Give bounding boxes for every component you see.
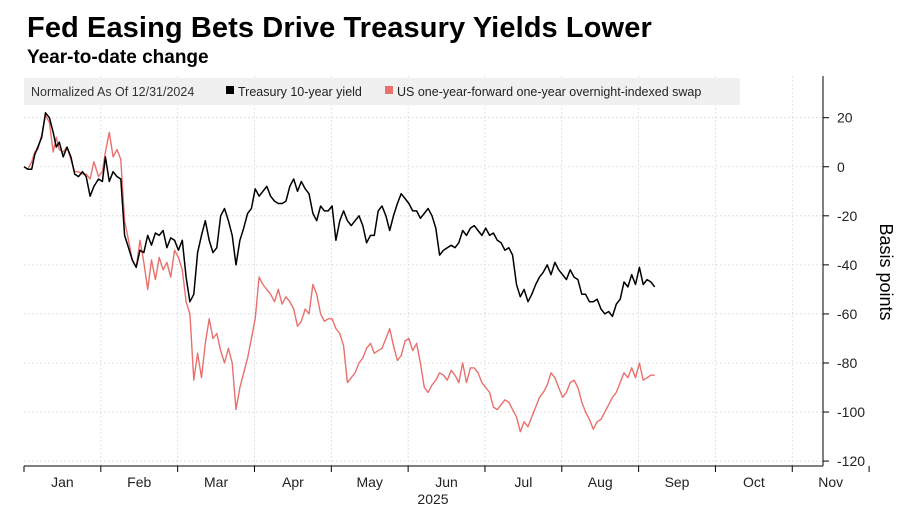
chart-title: Fed Easing Bets Drive Treasury Yields Lo… bbox=[27, 12, 652, 44]
y-tick-label: -100 bbox=[837, 404, 865, 420]
x-axis-ticks: Jan Feb Mar Apr May Jun Jul Aug Sep Oct Nov bbox=[23, 466, 870, 490]
legend-label-treasury: Treasury 10-year yield bbox=[238, 85, 362, 99]
y-tick-label: -120 bbox=[837, 453, 865, 469]
y-tick-label: -60 bbox=[837, 306, 857, 322]
x-tick-label: Aug bbox=[588, 474, 613, 490]
legend: Normalized As Of 12/31/2024 Treasury 10-… bbox=[24, 78, 740, 105]
x-tick-label: Mar bbox=[204, 474, 228, 490]
legend-swatch-ois bbox=[385, 86, 393, 94]
x-axis-year-label: 2025 bbox=[417, 491, 448, 507]
y-tick-label: 20 bbox=[837, 110, 853, 126]
x-tick-label: Jul bbox=[514, 474, 532, 490]
x-tick-label: Oct bbox=[743, 474, 765, 490]
y-tick-label: 0 bbox=[837, 159, 845, 175]
x-tick-label: May bbox=[356, 474, 382, 490]
gridlines bbox=[24, 76, 823, 466]
y-tick-label: -80 bbox=[837, 355, 857, 371]
x-tick-label: Nov bbox=[818, 474, 843, 490]
x-tick-label: Jan bbox=[51, 474, 74, 490]
y-axis-title: Basis points bbox=[876, 223, 896, 320]
x-tick-label: Apr bbox=[282, 474, 304, 490]
series-line-treasury-10y bbox=[23, 112, 656, 318]
x-tick-label: Sep bbox=[665, 474, 690, 490]
y-tick-label: -40 bbox=[837, 257, 857, 273]
x-tick-label: Feb bbox=[127, 474, 151, 490]
legend-swatch-treasury bbox=[226, 86, 234, 94]
series-layer bbox=[23, 112, 656, 433]
legend-normalization-note: Normalized As Of 12/31/2024 bbox=[31, 85, 194, 99]
y-axis-ticks: 20 0 -20 -40 -60 -80 -100 -120 bbox=[823, 110, 865, 469]
x-tick-label: Jun bbox=[435, 474, 458, 490]
y-tick-label: -20 bbox=[837, 208, 857, 224]
series-line-ois-swap bbox=[23, 114, 655, 433]
legend-background bbox=[24, 78, 740, 105]
legend-label-ois: US one-year-forward one-year overnight-i… bbox=[397, 85, 701, 99]
chart-subtitle: Year-to-date change bbox=[27, 47, 209, 68]
